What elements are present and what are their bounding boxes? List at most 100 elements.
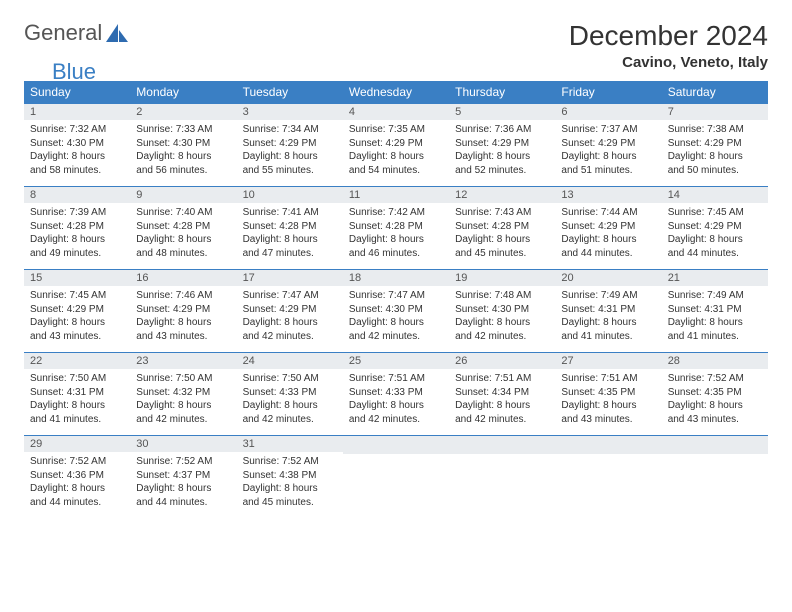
day-number: 13 xyxy=(555,187,661,203)
day-data: Sunrise: 7:39 AMSunset: 4:28 PMDaylight:… xyxy=(24,203,130,264)
day-number: 26 xyxy=(449,353,555,369)
day-data: Sunrise: 7:34 AMSunset: 4:29 PMDaylight:… xyxy=(237,120,343,181)
day-number: 28 xyxy=(662,353,768,369)
day-data: Sunrise: 7:47 AMSunset: 4:30 PMDaylight:… xyxy=(343,286,449,347)
calendar-week-row: 15Sunrise: 7:45 AMSunset: 4:29 PMDayligh… xyxy=(24,270,768,353)
day-data: Sunrise: 7:37 AMSunset: 4:29 PMDaylight:… xyxy=(555,120,661,181)
day-number: 31 xyxy=(237,436,343,452)
day-number: 30 xyxy=(130,436,236,452)
day-data: Sunrise: 7:52 AMSunset: 4:38 PMDaylight:… xyxy=(237,452,343,513)
day-number: 15 xyxy=(24,270,130,286)
calendar-day-cell: 9Sunrise: 7:40 AMSunset: 4:28 PMDaylight… xyxy=(130,187,236,270)
day-data: Sunrise: 7:50 AMSunset: 4:31 PMDaylight:… xyxy=(24,369,130,430)
calendar-day-cell: 6Sunrise: 7:37 AMSunset: 4:29 PMDaylight… xyxy=(555,104,661,187)
day-number: 21 xyxy=(662,270,768,286)
day-data: Sunrise: 7:38 AMSunset: 4:29 PMDaylight:… xyxy=(662,120,768,181)
day-number: 4 xyxy=(343,104,449,120)
logo-text-1: General xyxy=(24,20,102,46)
day-data: Sunrise: 7:51 AMSunset: 4:34 PMDaylight:… xyxy=(449,369,555,430)
day-number: 24 xyxy=(237,353,343,369)
day-data: Sunrise: 7:41 AMSunset: 4:28 PMDaylight:… xyxy=(237,203,343,264)
calendar-day-cell: 25Sunrise: 7:51 AMSunset: 4:33 PMDayligh… xyxy=(343,353,449,436)
calendar-week-row: 1Sunrise: 7:32 AMSunset: 4:30 PMDaylight… xyxy=(24,104,768,187)
day-number: 20 xyxy=(555,270,661,286)
title-block: December 2024 Cavino, Veneto, Italy xyxy=(569,20,768,71)
calendar-day-cell: 28Sunrise: 7:52 AMSunset: 4:35 PMDayligh… xyxy=(662,353,768,436)
calendar-day-cell: 7Sunrise: 7:38 AMSunset: 4:29 PMDaylight… xyxy=(662,104,768,187)
day-number: 7 xyxy=(662,104,768,120)
logo-sail-icon xyxy=(106,24,128,42)
calendar-day-cell: 26Sunrise: 7:51 AMSunset: 4:34 PMDayligh… xyxy=(449,353,555,436)
day-number: 29 xyxy=(24,436,130,452)
calendar-day-cell: 4Sunrise: 7:35 AMSunset: 4:29 PMDaylight… xyxy=(343,104,449,187)
day-number: 19 xyxy=(449,270,555,286)
day-data: Sunrise: 7:33 AMSunset: 4:30 PMDaylight:… xyxy=(130,120,236,181)
weekday-header: Saturday xyxy=(662,81,768,104)
day-data: Sunrise: 7:49 AMSunset: 4:31 PMDaylight:… xyxy=(662,286,768,347)
day-data: Sunrise: 7:52 AMSunset: 4:35 PMDaylight:… xyxy=(662,369,768,430)
day-number: 3 xyxy=(237,104,343,120)
calendar-week-row: 29Sunrise: 7:52 AMSunset: 4:36 PMDayligh… xyxy=(24,436,768,519)
calendar-day-cell: 15Sunrise: 7:45 AMSunset: 4:29 PMDayligh… xyxy=(24,270,130,353)
day-number: 18 xyxy=(343,270,449,286)
calendar-day-cell: 23Sunrise: 7:50 AMSunset: 4:32 PMDayligh… xyxy=(130,353,236,436)
day-data: Sunrise: 7:51 AMSunset: 4:33 PMDaylight:… xyxy=(343,369,449,430)
weekday-header: Tuesday xyxy=(237,81,343,104)
calendar-day-cell: 17Sunrise: 7:47 AMSunset: 4:29 PMDayligh… xyxy=(237,270,343,353)
month-title: December 2024 xyxy=(569,20,768,52)
calendar-day-cell xyxy=(343,436,449,519)
day-number: 10 xyxy=(237,187,343,203)
calendar-day-cell: 21Sunrise: 7:49 AMSunset: 4:31 PMDayligh… xyxy=(662,270,768,353)
calendar-day-cell: 31Sunrise: 7:52 AMSunset: 4:38 PMDayligh… xyxy=(237,436,343,519)
header: General December 2024 Cavino, Veneto, It… xyxy=(24,20,768,71)
calendar-day-cell: 2Sunrise: 7:33 AMSunset: 4:30 PMDaylight… xyxy=(130,104,236,187)
day-data: Sunrise: 7:52 AMSunset: 4:37 PMDaylight:… xyxy=(130,452,236,513)
calendar-day-cell: 30Sunrise: 7:52 AMSunset: 4:37 PMDayligh… xyxy=(130,436,236,519)
weekday-header: Friday xyxy=(555,81,661,104)
day-number-empty xyxy=(555,436,661,454)
weekday-header: Wednesday xyxy=(343,81,449,104)
day-number-empty xyxy=(343,436,449,454)
logo: General xyxy=(24,20,128,46)
calendar-day-cell: 5Sunrise: 7:36 AMSunset: 4:29 PMDaylight… xyxy=(449,104,555,187)
day-data: Sunrise: 7:46 AMSunset: 4:29 PMDaylight:… xyxy=(130,286,236,347)
logo-text-2: Blue xyxy=(52,59,96,85)
calendar-table: Sunday Monday Tuesday Wednesday Thursday… xyxy=(24,81,768,518)
calendar-week-row: 22Sunrise: 7:50 AMSunset: 4:31 PMDayligh… xyxy=(24,353,768,436)
calendar-week-row: 8Sunrise: 7:39 AMSunset: 4:28 PMDaylight… xyxy=(24,187,768,270)
day-number: 27 xyxy=(555,353,661,369)
day-data: Sunrise: 7:32 AMSunset: 4:30 PMDaylight:… xyxy=(24,120,130,181)
day-data: Sunrise: 7:36 AMSunset: 4:29 PMDaylight:… xyxy=(449,120,555,181)
day-number: 23 xyxy=(130,353,236,369)
calendar-day-cell: 19Sunrise: 7:48 AMSunset: 4:30 PMDayligh… xyxy=(449,270,555,353)
day-number: 25 xyxy=(343,353,449,369)
calendar-day-cell: 24Sunrise: 7:50 AMSunset: 4:33 PMDayligh… xyxy=(237,353,343,436)
day-data: Sunrise: 7:44 AMSunset: 4:29 PMDaylight:… xyxy=(555,203,661,264)
calendar-body: 1Sunrise: 7:32 AMSunset: 4:30 PMDaylight… xyxy=(24,104,768,519)
day-data: Sunrise: 7:47 AMSunset: 4:29 PMDaylight:… xyxy=(237,286,343,347)
day-number: 22 xyxy=(24,353,130,369)
day-data: Sunrise: 7:43 AMSunset: 4:28 PMDaylight:… xyxy=(449,203,555,264)
day-number-empty xyxy=(662,436,768,454)
weekday-header-row: Sunday Monday Tuesday Wednesday Thursday… xyxy=(24,81,768,104)
calendar-day-cell xyxy=(662,436,768,519)
day-number: 8 xyxy=(24,187,130,203)
day-data: Sunrise: 7:48 AMSunset: 4:30 PMDaylight:… xyxy=(449,286,555,347)
day-number: 6 xyxy=(555,104,661,120)
day-number: 16 xyxy=(130,270,236,286)
calendar-day-cell: 8Sunrise: 7:39 AMSunset: 4:28 PMDaylight… xyxy=(24,187,130,270)
calendar-day-cell: 3Sunrise: 7:34 AMSunset: 4:29 PMDaylight… xyxy=(237,104,343,187)
calendar-day-cell xyxy=(449,436,555,519)
day-number: 11 xyxy=(343,187,449,203)
calendar-day-cell: 10Sunrise: 7:41 AMSunset: 4:28 PMDayligh… xyxy=(237,187,343,270)
day-number: 5 xyxy=(449,104,555,120)
day-data: Sunrise: 7:49 AMSunset: 4:31 PMDaylight:… xyxy=(555,286,661,347)
location: Cavino, Veneto, Italy xyxy=(569,54,768,71)
calendar-day-cell: 18Sunrise: 7:47 AMSunset: 4:30 PMDayligh… xyxy=(343,270,449,353)
day-data: Sunrise: 7:50 AMSunset: 4:33 PMDaylight:… xyxy=(237,369,343,430)
calendar-day-cell: 27Sunrise: 7:51 AMSunset: 4:35 PMDayligh… xyxy=(555,353,661,436)
day-data: Sunrise: 7:50 AMSunset: 4:32 PMDaylight:… xyxy=(130,369,236,430)
day-number: 14 xyxy=(662,187,768,203)
calendar-day-cell xyxy=(555,436,661,519)
day-number: 2 xyxy=(130,104,236,120)
